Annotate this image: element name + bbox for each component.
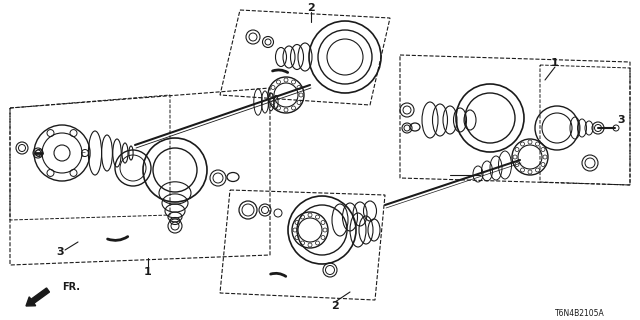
Text: 1: 1 [551,58,559,68]
Text: T6N4B2105A: T6N4B2105A [555,308,605,317]
FancyArrowPatch shape [108,236,128,240]
Text: C: C [81,152,85,158]
Text: 1: 1 [144,267,152,277]
Text: FR.: FR. [62,282,80,292]
Text: 3: 3 [617,115,625,125]
Text: 3: 3 [56,247,64,257]
FancyArrow shape [26,288,49,306]
FancyArrowPatch shape [273,70,288,72]
FancyArrowPatch shape [271,273,285,276]
Text: 2: 2 [307,3,315,13]
Text: 2: 2 [331,301,339,311]
